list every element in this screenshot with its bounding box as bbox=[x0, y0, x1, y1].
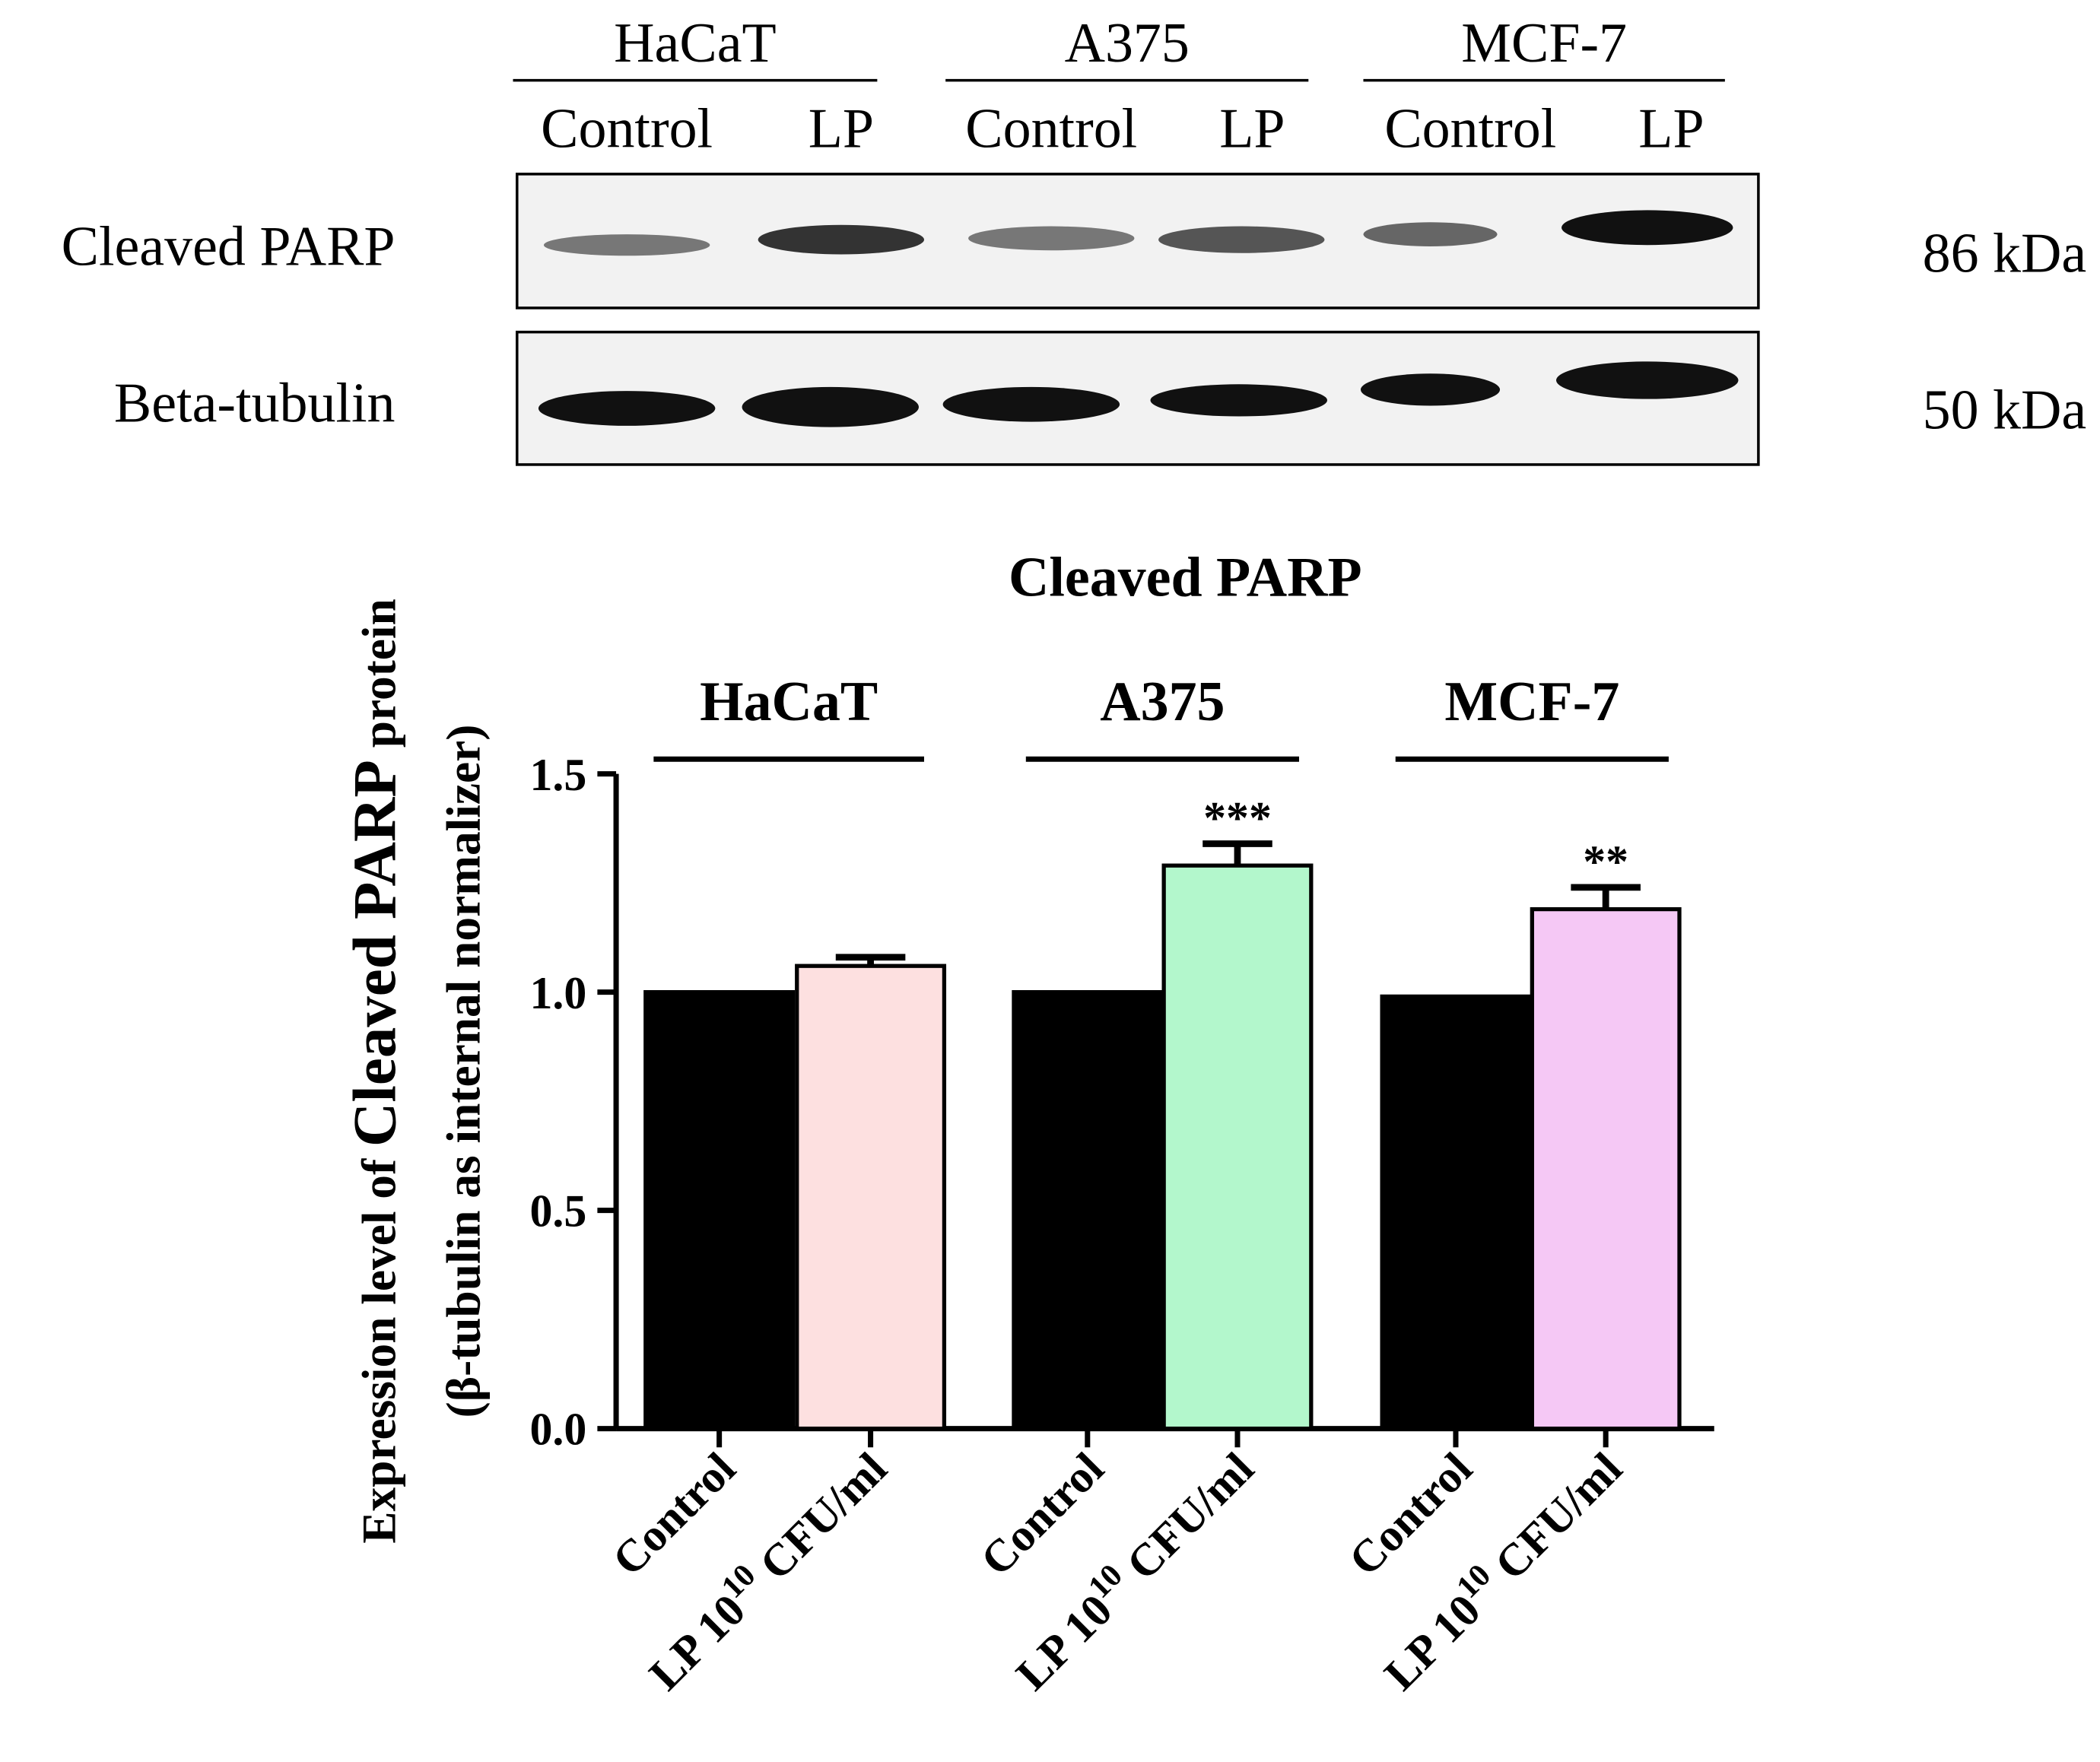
bar bbox=[1380, 994, 1532, 1431]
group-label: MCF-7 bbox=[1444, 670, 1619, 732]
y-axis-label: (β-tubulin as internal normalizer) bbox=[437, 725, 490, 1418]
x-tick-label-part: CFU/ml bbox=[1109, 1443, 1263, 1597]
y-tick-label: 1.5 bbox=[529, 750, 586, 800]
x-tick-label-part: CFU/ml bbox=[742, 1443, 896, 1597]
band-size: 50 kDa bbox=[1923, 378, 2087, 440]
x-tick-label: LP 1010 CFU/ml bbox=[1370, 1438, 1631, 1700]
row-label: Beta-tubulin bbox=[114, 372, 396, 434]
significance: *** bbox=[1203, 792, 1272, 843]
error-bar bbox=[1571, 884, 1641, 910]
bar bbox=[1012, 989, 1164, 1431]
x-tick-label: Control bbox=[602, 1443, 745, 1585]
y-axis-label-part: protein bbox=[353, 598, 406, 760]
x-tick-label: Control bbox=[971, 1443, 1114, 1585]
lane-label: LP bbox=[1638, 97, 1704, 160]
lane-label: Control bbox=[965, 97, 1137, 160]
bar bbox=[643, 989, 796, 1431]
x-tick-label: Control bbox=[1339, 1443, 1482, 1585]
bar bbox=[1161, 863, 1314, 1431]
lane-label: Control bbox=[1384, 97, 1556, 160]
y-tick-label: 0.5 bbox=[529, 1186, 586, 1237]
bands bbox=[538, 210, 1739, 427]
y-axis-label-part: Expression level of bbox=[353, 1147, 406, 1544]
error-bar bbox=[1202, 840, 1272, 866]
x-tick-label: LP 1010 CFU/ml bbox=[1002, 1438, 1263, 1700]
lane-label: Control bbox=[541, 97, 713, 160]
y-tick-label: 1.0 bbox=[529, 968, 586, 1018]
y-tick-label: 0.0 bbox=[529, 1405, 586, 1455]
x-tick-label-part: CFU/ml bbox=[1477, 1443, 1631, 1597]
y-axis-label-part: Cleaved PARP bbox=[341, 760, 409, 1147]
band-size: 86 kDa bbox=[1923, 221, 2087, 284]
group-label: MCF-7 bbox=[1461, 11, 1627, 74]
group-label: A375 bbox=[1100, 670, 1225, 732]
chart-title: Cleaved PARP bbox=[1009, 545, 1362, 608]
blot-panel bbox=[516, 173, 1760, 310]
group-label: HaCaT bbox=[614, 11, 777, 74]
bar-chart: Cleaved PARP 0.0 0.5 1.0 1.5 Expression leve… bbox=[341, 545, 1714, 1700]
lane-label: LP bbox=[1219, 97, 1285, 160]
group-label: HaCaT bbox=[700, 670, 878, 732]
bar bbox=[795, 964, 947, 1431]
bar bbox=[1530, 906, 1682, 1431]
y-axis-label: Expression level of Cleaved PARP protein bbox=[341, 598, 409, 1543]
group-label: A375 bbox=[1065, 11, 1190, 74]
significance: ** bbox=[1583, 837, 1628, 887]
lane-label: LP bbox=[809, 97, 874, 160]
blot-panel bbox=[516, 330, 1760, 466]
row-label: Cleaved PARP bbox=[62, 215, 396, 278]
